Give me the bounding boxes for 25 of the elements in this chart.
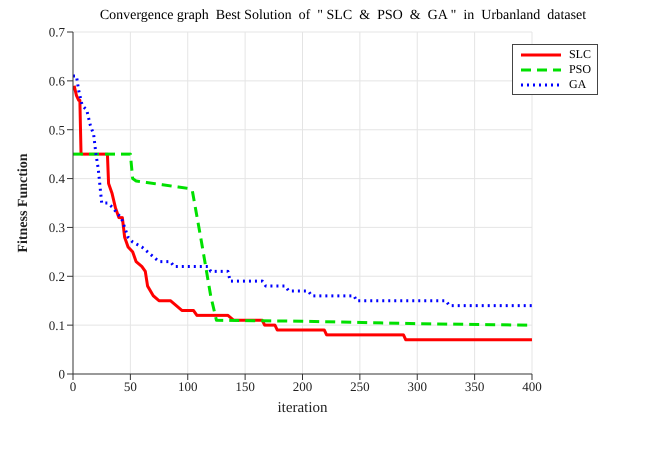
x-tick-label: 100 [178,379,198,394]
line-series [73,84,532,342]
line-series [73,74,532,308]
y-tick-label: 0.5 [48,122,65,138]
x-tick-label: 200 [292,379,312,394]
x-tick-label: 50 [124,379,137,394]
y-axis-title: Fitness Function [16,153,31,253]
legend-label: GA [568,77,586,92]
legend-label: SLC [568,47,591,62]
x-tick-label: 300 [407,379,427,394]
legend-label: PSO [568,62,591,77]
x-tick-label: 400 [522,379,542,394]
y-tick-label: 0.2 [48,268,65,284]
y-tick-label: 0.1 [48,318,65,333]
y-tick-label: 0.3 [48,220,65,236]
x-tick-label: 250 [350,379,370,394]
y-tick-label: 0 [58,366,65,382]
y-tick-label: 0.4 [48,171,66,186]
x-tick-label: 150 [235,379,255,394]
y-tick-label: 0.6 [48,73,66,88]
x-tick-label: 0 [70,379,76,394]
x-tick-label: 350 [464,379,484,394]
x-axis-title: iteration [278,400,328,416]
chart-title: Convergence graph Best Solution of " SLC & PSO & GA " in Urbanland dataset [98,8,588,24]
y-tick-label: 0.7 [48,24,66,40]
